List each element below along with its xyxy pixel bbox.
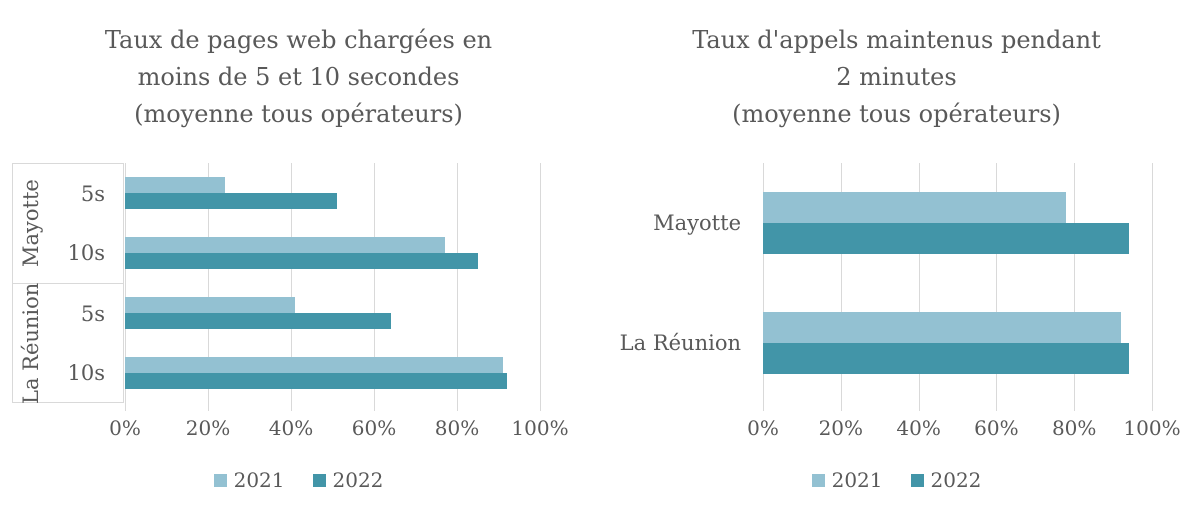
bar-2022 (125, 253, 478, 269)
bar-rows (763, 163, 1152, 403)
legend-item-2022: 2022 (910, 468, 982, 492)
chart-title: Taux de pages web chargées en moins de 5… (0, 22, 597, 133)
x-tick-label: 0% (109, 416, 141, 440)
plot-area (763, 163, 1153, 411)
legend-swatch-2021 (811, 473, 825, 487)
category-label: 5s (80, 181, 105, 206)
category-label: 5s (80, 301, 105, 326)
gridline (540, 163, 541, 411)
bar-2021 (125, 237, 445, 253)
bar-row (125, 223, 540, 283)
x-tick-label: 0% (747, 416, 779, 440)
chart-title-line: (moyenne tous opérateurs) (732, 100, 1061, 128)
x-tick-label: 100% (511, 416, 569, 440)
gridline (208, 163, 209, 411)
gridline (840, 163, 842, 411)
legend-item-2021: 2021 (213, 468, 285, 492)
gridline (1074, 163, 1076, 411)
chart-title-line: 2 minutes (836, 63, 957, 91)
category-group-mayotte: Mayotte 5s 10s (13, 164, 123, 283)
bar-pair (763, 312, 1152, 374)
chart-title-line: Taux d'appels maintenus pendant (692, 26, 1101, 54)
category-label: 10s (67, 241, 106, 266)
group-items: 5s 10s (49, 164, 123, 283)
gridline (374, 163, 375, 411)
bar-2022 (125, 193, 337, 209)
x-tick-label: 60% (974, 416, 1019, 440)
legend: 2021 2022 (0, 468, 597, 492)
x-tick-label: 80% (434, 416, 480, 440)
chart-web-load-rate: Taux de pages web chargées en moins de 5… (0, 0, 597, 514)
group-label: La Réunion (19, 282, 43, 404)
chart-title: Taux d'appels maintenus pendant 2 minute… (598, 22, 1195, 133)
category-axis: Mayotte 5s 10s La Réunion 5s 10s (12, 163, 124, 404)
gridline (291, 163, 292, 411)
legend-item-2022: 2022 (312, 468, 384, 492)
category-group-la-reunion: La Réunion 5s 10s (13, 282, 123, 404)
bar-pair (763, 192, 1152, 254)
chart-call-retention-rate: Taux d'appels maintenus pendant 2 minute… (598, 0, 1195, 514)
legend-item-2021: 2021 (811, 468, 883, 492)
bar-2022 (763, 223, 1129, 254)
x-tick-label: 60% (351, 416, 397, 440)
chart-title-line: (moyenne tous opérateurs) (134, 100, 463, 128)
legend-label: 2022 (930, 468, 982, 492)
chart-title-line: Taux de pages web chargées en (104, 26, 493, 54)
legend-label: 2021 (233, 468, 285, 492)
bar-2021 (763, 192, 1067, 223)
gridline (996, 163, 998, 411)
bar-row (125, 163, 540, 223)
bar-row (763, 163, 1152, 283)
bar-2022 (125, 313, 391, 329)
gridline (1152, 163, 1153, 411)
legend-label: 2022 (332, 468, 384, 492)
bar-2021 (125, 177, 225, 193)
bar-2021 (125, 357, 503, 373)
gridline (457, 163, 458, 411)
x-tick-label: 40% (268, 416, 314, 440)
bar-pair (125, 357, 540, 389)
bar-pair (125, 237, 540, 269)
gridline (918, 163, 920, 411)
bar-2022 (125, 373, 507, 389)
category-label: Mayotte (653, 211, 741, 235)
category-label: La Réunion (619, 331, 741, 355)
legend-swatch-2022 (910, 473, 924, 487)
gridline (763, 163, 764, 411)
x-tick-label: 40% (896, 416, 941, 440)
legend: 2021 2022 (598, 468, 1195, 492)
x-tick-label: 100% (1123, 416, 1181, 440)
plot-area (125, 163, 541, 411)
bar-rows (125, 163, 540, 403)
bar-2021 (763, 312, 1121, 343)
legend-swatch-2022 (312, 473, 326, 487)
chart-title-line: moins de 5 et 10 secondes (137, 63, 460, 91)
bar-row (763, 283, 1152, 403)
bar-row (125, 283, 540, 343)
x-axis: 0% 20% 40% 60% 80% 100% (109, 416, 568, 444)
x-tick-label: 20% (818, 416, 864, 440)
bar-pair (125, 297, 540, 329)
group-label: Mayotte (19, 179, 43, 268)
category-axis: Mayotte La Réunion (598, 163, 741, 403)
bar-2021 (125, 297, 296, 313)
legend-swatch-2021 (213, 473, 227, 487)
x-tick-label: 20% (185, 416, 231, 440)
bar-2022 (763, 343, 1129, 374)
category-label: 10s (67, 360, 106, 385)
group-items: 5s 10s (49, 284, 123, 402)
bar-pair (125, 177, 540, 209)
x-axis: 0% 20% 40% 60% 80% 100% (747, 416, 1180, 444)
x-tick-label: 80% (1051, 416, 1097, 440)
bar-row (125, 343, 540, 403)
legend-label: 2021 (831, 468, 883, 492)
gridline (125, 163, 126, 411)
